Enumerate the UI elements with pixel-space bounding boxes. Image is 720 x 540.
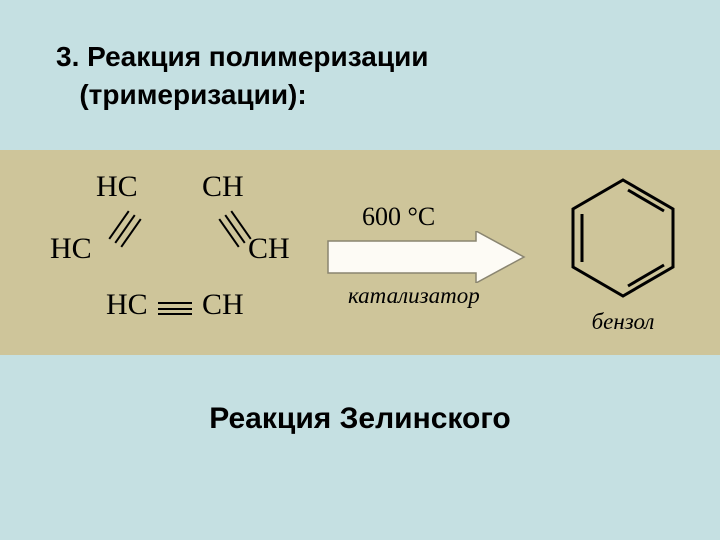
triple-bond-icon: [106, 204, 146, 244]
benzene-ring-icon: [563, 172, 683, 302]
formula-ch: CH: [202, 170, 244, 204]
formula-ch: CH: [202, 288, 244, 322]
triple-bond-icon: [158, 302, 192, 315]
arrow-icon: [326, 231, 526, 283]
slide-title: 3. Реакция полимеризации (тримеризации):: [56, 38, 429, 114]
arrow-catalyst-label: катализатор: [348, 283, 480, 309]
title-line-2: (тримеризации):: [79, 79, 306, 110]
slide-caption: Реакция Зелинского: [0, 402, 720, 436]
reaction-diagram: HC HC CH CH HC CH 600 °С катализатор: [0, 150, 720, 355]
reactants-acetylene: HC HC CH CH HC CH: [50, 168, 310, 338]
triple-bond-icon: [218, 204, 258, 244]
formula-hc: HC: [106, 288, 148, 322]
product-benzene: бензол: [558, 172, 688, 347]
reaction-arrow: 600 °С катализатор: [326, 205, 536, 315]
formula-hc: HC: [96, 170, 138, 204]
product-label: бензол: [558, 309, 688, 335]
formula-hc: HC: [50, 232, 92, 266]
arrow-temperature: 600 °С: [362, 202, 435, 232]
title-line-1: 3. Реакция полимеризации: [56, 41, 429, 72]
